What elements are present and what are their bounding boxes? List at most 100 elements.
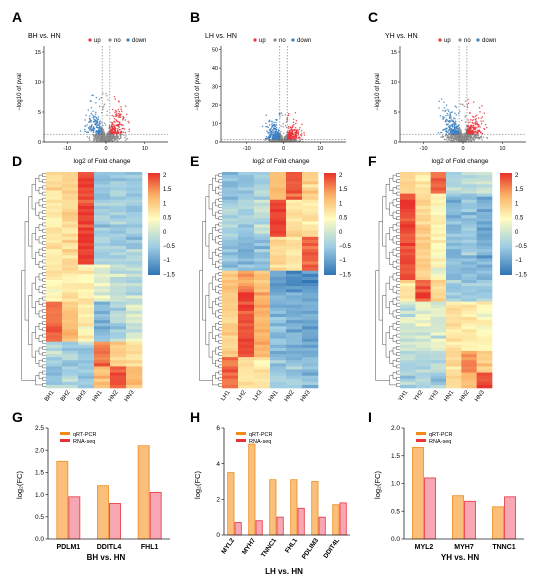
heatmap-cell <box>94 280 111 284</box>
heatmap-cell <box>461 286 477 290</box>
heatmap-cell <box>446 258 462 262</box>
data-point <box>92 131 95 134</box>
heatmap-cell <box>430 199 447 204</box>
heatmap-cell <box>78 239 95 244</box>
heatmap-cell <box>46 372 63 376</box>
data-point <box>90 125 93 127</box>
heatmap-cell <box>461 378 477 383</box>
heatmap-cell <box>222 289 239 293</box>
data-point <box>117 120 120 123</box>
data-point <box>114 98 116 100</box>
heatmap-cell <box>222 212 239 216</box>
heatmap-cell <box>222 298 239 302</box>
heatmap-cell <box>94 338 111 343</box>
heatmap-cell <box>46 317 63 321</box>
heatmap-cell <box>46 221 63 225</box>
bar-qrt-pcr <box>311 481 319 536</box>
data-point <box>446 130 448 133</box>
heatmap-cell <box>302 242 319 247</box>
heatmap-cell <box>446 199 462 204</box>
dendrogram-branch <box>42 185 46 190</box>
heatmap-cell <box>476 363 493 367</box>
heatmap-cell <box>400 307 416 312</box>
y-tick-label: 2.0 <box>35 447 44 454</box>
heatmap-cell <box>110 264 127 268</box>
heatmap-cell <box>126 283 143 287</box>
heatmap-cell <box>78 230 95 235</box>
heatmap-cell <box>461 381 477 386</box>
heatmap-cell <box>222 338 239 343</box>
data-point <box>288 132 291 134</box>
dendrogram-branch <box>35 252 39 265</box>
heatmap-cell <box>46 233 63 238</box>
data-point <box>105 140 107 142</box>
heatmap-cell <box>286 292 303 296</box>
data-point <box>453 137 456 140</box>
heatmap-cell <box>430 304 447 309</box>
heatmap-cell <box>286 329 303 333</box>
scale-tick-label: −1.5 <box>515 272 528 278</box>
heatmap-cell <box>270 375 287 380</box>
heatmap-cell <box>400 313 416 318</box>
dendrogram-branch <box>215 248 219 256</box>
heatmap-cell <box>446 205 462 210</box>
dendrogram-branch <box>42 284 46 288</box>
dendrogram-branch <box>215 174 219 182</box>
heatmap-cell <box>94 298 111 302</box>
volcano-title: LH vs. HN <box>205 33 237 40</box>
heatmap-cell <box>430 172 447 176</box>
heatmap-cell <box>302 320 319 324</box>
heatmap-cell <box>110 360 127 364</box>
heatmap-cell <box>254 310 271 315</box>
heatmap-cell <box>430 215 447 219</box>
data-point <box>446 119 449 121</box>
scale-tick-label: −1 <box>515 258 523 264</box>
data-point <box>269 120 271 122</box>
heatmap-cell <box>286 196 303 201</box>
heatmap-f: YH1 YH2 YH3 HN1 HN2 HN3 21.510.50−0.5−1−1.5 <box>375 172 528 403</box>
data-point <box>98 98 101 100</box>
heatmap-cell <box>78 212 95 216</box>
heatmap-cell <box>222 317 239 321</box>
heatmap-cell <box>270 335 287 339</box>
data-point <box>118 110 121 113</box>
heatmap-cell <box>126 270 143 275</box>
heatmap-cell <box>254 233 271 238</box>
heatmap-cell <box>430 273 447 278</box>
data-point <box>470 128 473 130</box>
data-point <box>115 128 117 130</box>
data-point <box>290 127 293 129</box>
color-scale-bar <box>500 173 512 275</box>
heatmap-cell <box>476 255 493 259</box>
data-point <box>453 125 456 127</box>
data-point <box>115 112 118 114</box>
heatmap-cell <box>78 375 95 380</box>
heatmap-cell <box>415 338 431 343</box>
heatmap-cell <box>110 310 127 315</box>
data-point <box>103 103 106 105</box>
data-point <box>287 125 290 128</box>
data-point <box>273 121 275 123</box>
data-point <box>467 135 470 138</box>
heatmap-cell <box>286 236 303 241</box>
heatmap-cell <box>62 273 79 278</box>
heatmap-cell <box>238 295 255 299</box>
data-point <box>292 118 295 121</box>
data-point <box>472 126 474 129</box>
data-point <box>93 118 95 121</box>
heatmap-cell <box>94 360 111 364</box>
heatmap-cell <box>461 295 477 299</box>
dendrogram-branch <box>218 241 222 245</box>
heatmap-cell <box>270 205 287 210</box>
data-point <box>100 126 103 128</box>
heatmap-cell <box>238 264 255 268</box>
bar-qrt-pcr <box>412 447 424 540</box>
data-point <box>473 128 475 130</box>
heatmap-cell <box>302 221 319 225</box>
data-point <box>273 127 276 129</box>
dendrogram-branch <box>218 340 222 344</box>
data-point <box>111 139 113 142</box>
data-point <box>447 114 449 116</box>
